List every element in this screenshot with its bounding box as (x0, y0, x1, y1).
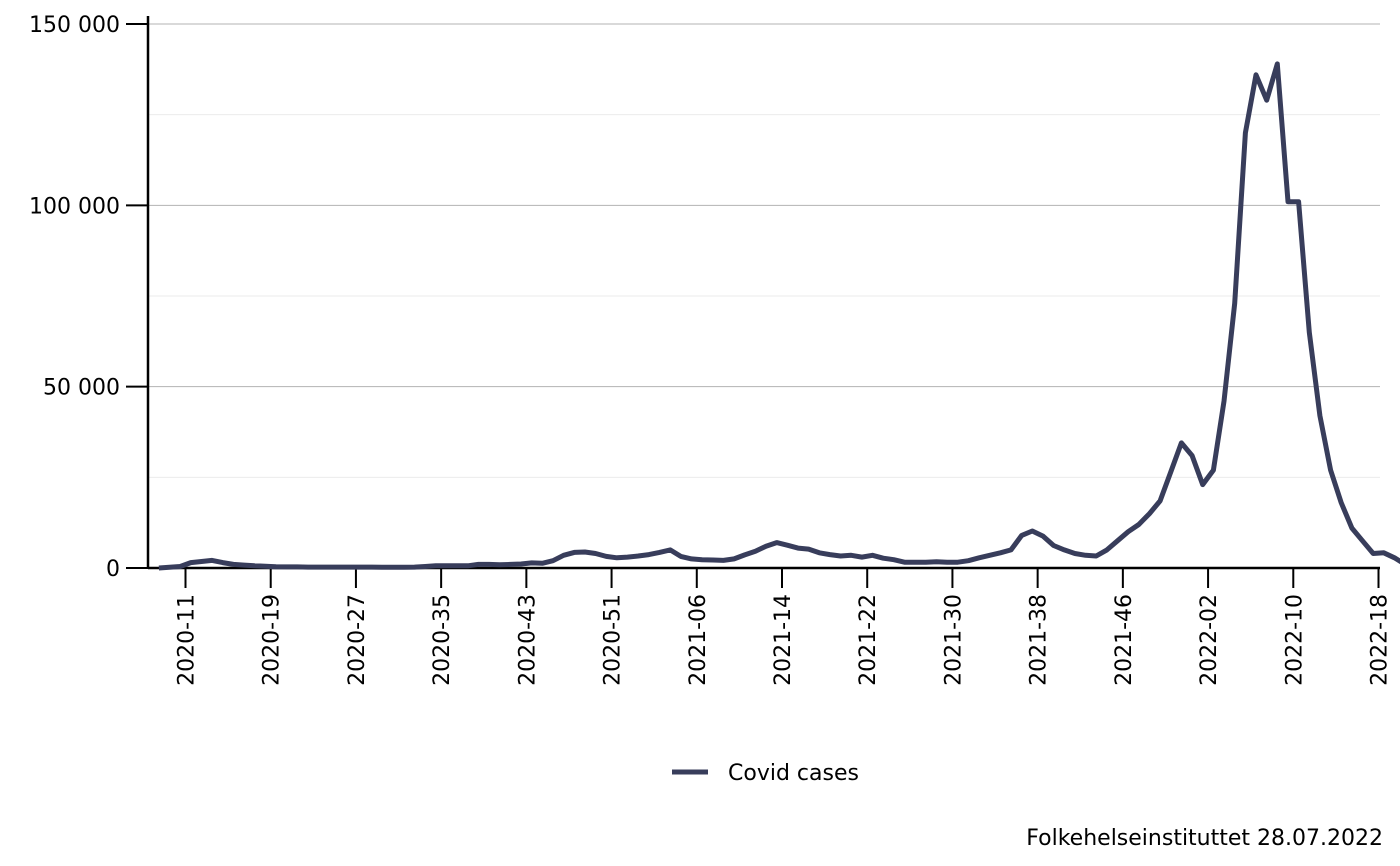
series-layer (158, 61, 1400, 571)
x-tick-label: 2020-35 (430, 594, 455, 686)
x-tick-label: 2022-02 (1197, 594, 1222, 686)
legend: Covid cases (672, 761, 859, 786)
x-tick-label: 2021-46 (1112, 594, 1137, 686)
x-tick-label: 2021-14 (771, 594, 796, 686)
x-tick-label: 2022-18 (1368, 594, 1393, 686)
y-tick-label: 150 000 (29, 13, 120, 38)
x-axis-ticks: 2020-11 2020-19 2020-27 2020-35 2020-43 2020-… (175, 568, 1393, 686)
x-tick-label: 2022-10 (1282, 594, 1307, 686)
x-tick-label: 2020-11 (175, 594, 200, 686)
y-tick-label: 50 000 (43, 376, 120, 401)
y-axis-tick-labels: 0 50 000 100 000 150 000 (29, 13, 148, 582)
x-tick-label: 2020-51 (601, 594, 626, 686)
y-tick-label: 100 000 (29, 194, 120, 219)
x-tick-label: 2020-43 (515, 594, 540, 686)
x-tick-label: 2021-30 (941, 594, 966, 686)
x-tick-label: 2021-22 (856, 594, 881, 686)
legend-label-covid-cases: Covid cases (728, 761, 859, 786)
x-tick-label: 2021-38 (1027, 594, 1052, 686)
x-tick-label: 2021-06 (686, 594, 711, 686)
axes (146, 16, 1380, 570)
x-tick-label: 2020-19 (260, 594, 285, 686)
gridlines (148, 23, 1380, 478)
x-tick-label: 2020-27 (345, 594, 370, 686)
source-caption: Folkehelseinstituttet 28.07.2022 (1026, 826, 1383, 851)
y-tick-label: 0 (106, 557, 120, 582)
series-line-covid-cases (158, 61, 1400, 571)
